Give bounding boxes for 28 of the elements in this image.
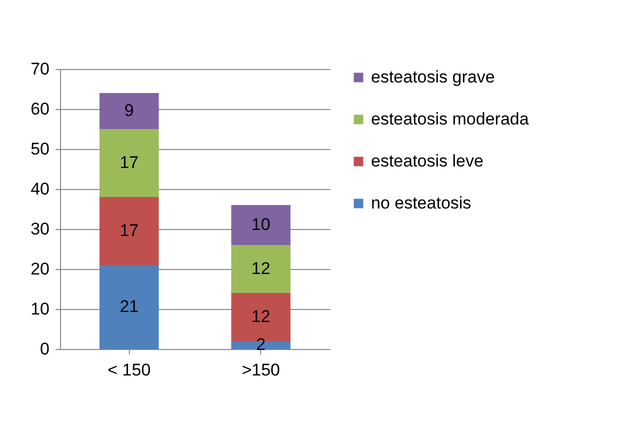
- y-tick-label: 30: [30, 220, 50, 238]
- data-label: 12: [251, 307, 270, 326]
- y-tick-label: 50: [30, 140, 50, 158]
- data-label: 17: [120, 221, 139, 240]
- bar: [100, 265, 159, 349]
- x-tick-label: < 150: [108, 360, 151, 380]
- y-tick-label: 10: [30, 300, 50, 318]
- bar: [231, 205, 290, 245]
- y-tick-label: 70: [30, 60, 50, 78]
- legend-label: esteatosis grave: [371, 68, 495, 86]
- bar: [231, 245, 290, 293]
- data-label: 12: [251, 259, 270, 278]
- legend-label: esteatosis leve: [371, 152, 484, 170]
- data-label: 21: [120, 297, 139, 316]
- y-tick-label: 20: [30, 260, 50, 278]
- x-tick-label: >150: [242, 360, 280, 380]
- legend-label: no esteatosis: [371, 194, 472, 212]
- data-label: 10: [251, 215, 270, 234]
- bar: [100, 93, 159, 129]
- data-label: 9: [124, 101, 134, 120]
- bar: [100, 129, 159, 197]
- y-tick-label: 0: [40, 340, 50, 358]
- legend-label: esteatosis moderada: [371, 110, 530, 128]
- bar: [100, 197, 159, 265]
- y-tick-label: 40: [30, 180, 50, 198]
- data-label: 2: [256, 335, 266, 354]
- y-tick-label: 60: [30, 100, 50, 118]
- data-label: 17: [120, 153, 139, 172]
